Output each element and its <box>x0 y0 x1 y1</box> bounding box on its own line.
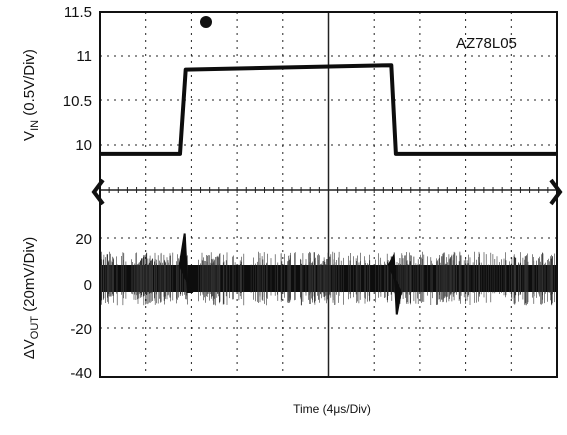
vin-axis-label: VIN (0.5V/Div) <box>21 49 41 141</box>
vin-tick-11: 11 <box>76 48 92 65</box>
vout-axis-label: ΔVOUT (20mV/Div) <box>21 237 41 359</box>
trigger-marker <box>200 16 212 28</box>
vin-trace <box>100 63 557 156</box>
vout-spike-1 <box>387 252 402 315</box>
vout-tick-0: 0 <box>84 277 92 294</box>
right-break-marker <box>549 178 563 206</box>
device-annotation: AZ78L05 <box>456 35 517 52</box>
vout-noise-band <box>99 233 557 315</box>
vout-tick-20: 20 <box>75 231 92 248</box>
vout-tick-minus40: -40 <box>70 365 92 382</box>
vout-spike-0 <box>178 233 194 293</box>
graticule <box>99 12 558 377</box>
left-break-marker <box>91 178 105 206</box>
vin-tick-11.5: 11.5 <box>64 4 92 21</box>
vout-tick-minus20: -20 <box>70 321 92 338</box>
x-axis-label: Time (4μs/Div) <box>293 402 371 416</box>
vin-tick-10: 10 <box>75 137 92 154</box>
vin-tick-10.5: 10.5 <box>63 93 92 110</box>
traces <box>99 63 557 315</box>
